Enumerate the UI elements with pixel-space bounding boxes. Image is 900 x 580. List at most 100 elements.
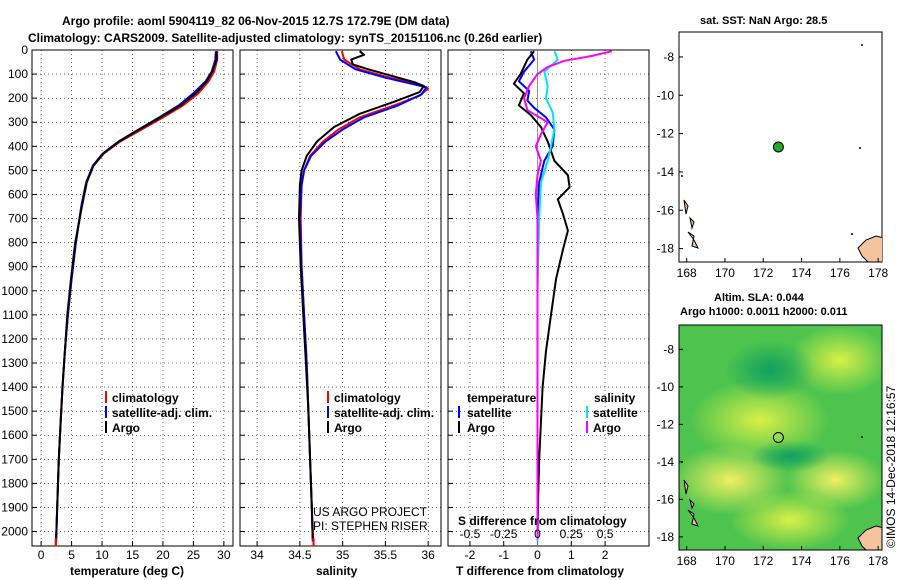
- map-x-tick-label: 174: [792, 266, 812, 280]
- map-y-tick-label: -8: [663, 50, 674, 64]
- legend-label-climatology: climatology: [334, 391, 401, 405]
- series-line-s-argo: [523, 50, 613, 539]
- y-tick-label: 100: [8, 67, 28, 81]
- series-line-climatology: [299, 50, 430, 547]
- sst-map: 168 170 172 174 176 178 -8 -10 -12 -14 -16 -18: [657, 31, 889, 280]
- legend-marker-argo: [105, 421, 107, 433]
- series-line-t-argo: [512, 50, 571, 539]
- legend-marker-climatology: [105, 391, 107, 403]
- legend-label-satellite: satellite-adj. clim.: [112, 406, 212, 420]
- y-tick-label: 1900: [1, 500, 28, 514]
- sla-map-frame: [678, 324, 883, 551]
- legend-marker-satellite: [105, 406, 107, 418]
- sla-field-patch: [750, 440, 830, 472]
- map-y-tick-label: -14: [657, 165, 675, 179]
- coastline-vanuatu: [683, 199, 699, 249]
- sla-map-ticks: 168 170 172 174 176 178 -8 -10 -12 -14 -16 -18: [657, 342, 889, 568]
- x-tick-label: 0: [38, 548, 45, 562]
- map-x-tick-label: 176: [830, 266, 850, 280]
- t-difference-axis-label: T difference from climatology: [456, 564, 624, 578]
- map-y-tick-label: -10: [657, 380, 675, 394]
- island-dot: [851, 233, 853, 235]
- coastline-vanuatu: [683, 479, 699, 527]
- s-difference-axis-label: S difference from climatology: [458, 514, 627, 528]
- series-line-argo: [298, 50, 425, 539]
- island-dot: [681, 175, 683, 177]
- s-tick-label: -0.25: [490, 527, 518, 541]
- y-tick-label: 500: [8, 163, 28, 177]
- y-tick-label: 1100: [2, 308, 28, 322]
- map-y-tick-label: -18: [657, 530, 675, 544]
- x-tick-label: 34: [250, 548, 264, 562]
- sla-field-patch: [730, 490, 850, 550]
- y-tick-label: 700: [8, 212, 28, 226]
- y-tick-label: 400: [8, 139, 28, 153]
- difference-panel-frame: [447, 49, 650, 547]
- y-tick-label: 800: [8, 236, 28, 250]
- y-tick-label: 0: [21, 43, 28, 57]
- legend-label-t-argo: Argo: [467, 421, 495, 435]
- y-tick-label: 600: [8, 187, 28, 201]
- y-tick-label: 1800: [1, 476, 28, 490]
- depth-tick-labels: 0 100 200 300 400 500 600 700 800 900 1000 1100 1200…: [1, 43, 28, 539]
- y-tick-label: 1400: [1, 380, 28, 394]
- island-dot: [861, 44, 863, 46]
- map-x-tick-label: 170: [715, 554, 735, 568]
- temperature-axis-label: temperature (deg C): [70, 564, 184, 578]
- island-dot: [861, 436, 863, 438]
- map-y-tick-label: -8: [663, 342, 674, 356]
- temperature-legend: climatology satellite-adj. clim. Argo: [105, 391, 212, 435]
- legend-label-t-satellite: satellite: [467, 406, 512, 420]
- map-x-tick-label: 168: [677, 554, 697, 568]
- y-tick-label: 1200: [1, 332, 28, 346]
- sla-map: 168 170 172 174 176 178 -8 -10 -12 -14 -16 -18: [657, 324, 889, 568]
- x-tick-label: 10: [95, 548, 109, 562]
- series-line-t-satellite: [517, 50, 556, 542]
- profile-series: [54, 50, 613, 547]
- legend-marker-s-argo: [586, 421, 588, 433]
- legend-marker-climatology: [327, 391, 329, 403]
- map-y-tick-label: -14: [657, 455, 675, 469]
- map-x-tick-label: 178: [868, 554, 888, 568]
- profile-grids: [32, 49, 649, 546]
- x-tick-label: 15: [126, 548, 140, 562]
- x-tick-label: 35: [336, 548, 350, 562]
- map-y-tick-label: -18: [657, 242, 675, 256]
- legend-label-argo: Argo: [334, 421, 362, 435]
- legend-label-s-argo: Argo: [593, 421, 621, 435]
- map-y-tick-label: -16: [657, 492, 675, 506]
- x-tick-label: -1: [498, 548, 509, 562]
- map-y-tick-label: -16: [657, 203, 675, 217]
- y-tick-label: 1300: [1, 356, 28, 370]
- sst-map-land: [681, 44, 882, 262]
- legend-marker-t-argo: [458, 421, 460, 433]
- legend-label-climatology: climatology: [112, 391, 179, 405]
- x-tick-label: 35.5: [374, 548, 398, 562]
- sst-map-ticks: 168 170 172 174 176 178 -8 -10 -12 -14 -16 -18: [657, 50, 889, 280]
- legend-marker-satellite: [327, 406, 329, 418]
- map-y-tick-label: -10: [657, 88, 675, 102]
- s-tick-label: -0.5: [460, 527, 481, 541]
- x-tick-label: 2: [602, 548, 609, 562]
- legend-title-temperature: temperature: [467, 391, 537, 405]
- difference-salinity-legend: salinity satellite Argo: [586, 391, 638, 435]
- difference-temperature-legend: temperature satellite Argo: [458, 391, 537, 435]
- profile-x-tick-labels: 0 5 10 15 20 25 30 34 34.5 35 35.5 36 -2 -1 0 1 2: [38, 548, 609, 562]
- legend-title-salinity: salinity: [594, 391, 636, 405]
- bottom-marker: [54, 538, 57, 546]
- x-tick-label: -2: [465, 548, 476, 562]
- s-difference-tick-labels: -0.5 -0.25 0 0.25 0.5: [460, 527, 614, 541]
- legend-marker-argo: [327, 421, 329, 433]
- x-tick-label: 25: [187, 548, 201, 562]
- series-line-climatology: [54, 51, 219, 547]
- sla-map-field: [679, 325, 882, 550]
- map-x-tick-label: 176: [830, 554, 850, 568]
- sla-field-patch: [690, 380, 830, 460]
- x-tick-label: 20: [156, 548, 170, 562]
- y-tick-label: 200: [8, 91, 28, 105]
- map-x-tick-label: 172: [753, 554, 773, 568]
- imos-credit: ©IMOS 14-Dec-2018 12:16:57: [884, 385, 898, 548]
- legend-label-s-satellite: satellite: [593, 406, 638, 420]
- y-tick-label: 1000: [1, 284, 28, 298]
